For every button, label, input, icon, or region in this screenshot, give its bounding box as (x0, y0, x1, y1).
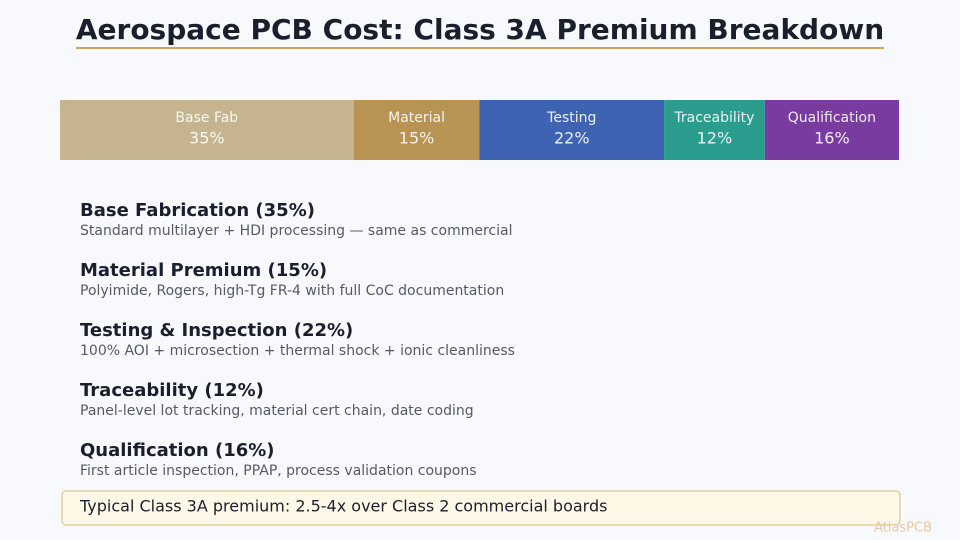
segment-value: 15% (399, 129, 435, 148)
segment-name: Testing (546, 110, 596, 126)
bar-segment (60, 100, 354, 160)
item-text: Standard multilayer + HDI processing — s… (80, 223, 512, 239)
item-list: Base Fabrication (35%) Standard multilaye… (80, 200, 515, 479)
item-text: Panel-level lot tracking, material cert … (80, 403, 474, 419)
bar-segment (353, 100, 480, 160)
bar-segment (764, 100, 899, 160)
callout-text: Typical Class 3A premium: 2.5-4x over Cl… (79, 497, 607, 516)
item-title: Testing & Inspection (22%) (80, 320, 353, 341)
item-text: Polyimide, Rogers, high-Tg FR-4 with ful… (80, 283, 504, 299)
segment-name: Material (388, 110, 445, 126)
segment-value: 22% (554, 129, 590, 148)
segment-name: Traceability (673, 110, 754, 126)
item-title: Qualification (16%) (80, 440, 275, 461)
segment-value: 35% (189, 129, 225, 148)
stacked-bar: Base Fab 35% Material 15% Testing 22% Traceabi… (60, 100, 899, 160)
bar-segment (479, 100, 665, 160)
callout-box (61, 490, 901, 526)
title: Aerospace PCB Cost: Class 3A Premium Bre… (76, 13, 884, 46)
segment-value: 16% (814, 129, 850, 148)
item-title: Traceability (12%) (80, 380, 264, 401)
item-text: First article inspection, PPAP, process … (80, 463, 477, 479)
item-title: Material Premium (15%) (80, 260, 327, 281)
bar-segment (664, 100, 765, 160)
item-text: 100% AOI + microsection + thermal shock … (80, 343, 515, 359)
item-title: Base Fabrication (35%) (80, 200, 315, 221)
segment-name: Base Fab (175, 110, 238, 126)
watermark: AtlasPCB (874, 521, 932, 536)
segment-value: 12% (697, 129, 733, 148)
segment-name: Qualification (788, 110, 876, 126)
